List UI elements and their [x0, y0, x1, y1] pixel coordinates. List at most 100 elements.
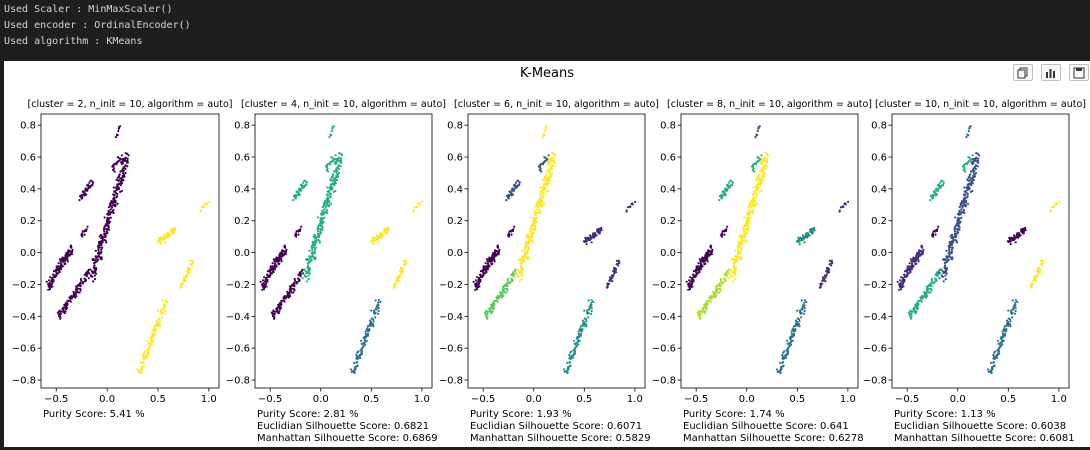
- data-point: [370, 317, 373, 320]
- data-point: [966, 178, 969, 181]
- data-point: [85, 188, 88, 191]
- data-point: [1036, 274, 1039, 277]
- data-point: [916, 257, 920, 261]
- data-point: [532, 230, 535, 233]
- data-point: [740, 246, 744, 249]
- data-point: [113, 170, 116, 173]
- data-point: [573, 350, 577, 353]
- data-point: [606, 286, 609, 289]
- data-point: [526, 251, 530, 254]
- data-point: [545, 182, 548, 186]
- data-point: [154, 324, 157, 327]
- data-point: [978, 154, 981, 157]
- data-point: [588, 308, 591, 311]
- data-point: [541, 204, 544, 207]
- data-point: [90, 270, 94, 273]
- y-tick-label: 0.4: [447, 184, 463, 195]
- data-point: [967, 156, 970, 159]
- chart-button[interactable]: [1041, 64, 1061, 81]
- data-point: [171, 228, 174, 231]
- data-point: [538, 163, 542, 166]
- data-point: [590, 236, 594, 239]
- data-point: [106, 216, 109, 219]
- data-point: [507, 193, 510, 196]
- data-point: [299, 188, 302, 191]
- data-point: [935, 279, 938, 282]
- data-point: [727, 187, 730, 190]
- data-point: [986, 368, 990, 371]
- data-point: [109, 211, 112, 214]
- data-point: [518, 280, 521, 283]
- data-point: [755, 183, 758, 186]
- data-point: [706, 299, 709, 302]
- data-point: [334, 182, 337, 185]
- data-point: [709, 297, 712, 300]
- data-point: [514, 271, 517, 274]
- data-point: [275, 310, 278, 313]
- data-point: [328, 136, 331, 139]
- y-tick-label: 0.0: [660, 248, 676, 259]
- data-point: [369, 320, 373, 324]
- data-point: [283, 252, 286, 255]
- y-tick-label: −0.6: [12, 344, 36, 355]
- data-point: [751, 163, 755, 166]
- data-point: [965, 204, 968, 207]
- data-point: [520, 268, 523, 271]
- data-point: [106, 218, 109, 221]
- data-point: [165, 300, 169, 304]
- data-point: [514, 187, 517, 190]
- data-point: [940, 274, 943, 277]
- data-point: [108, 205, 111, 208]
- data-point: [380, 232, 383, 235]
- data-point: [508, 233, 511, 236]
- data-point: [280, 302, 283, 305]
- data-point: [699, 268, 703, 271]
- data-point: [273, 313, 276, 316]
- x-tick-label: 0.0: [313, 394, 329, 405]
- data-point: [301, 187, 304, 190]
- data-point: [85, 228, 88, 231]
- data-point: [758, 177, 762, 180]
- data-point: [118, 182, 121, 186]
- score-label: Manhattan Silhouette Score: 0.6869: [257, 433, 438, 444]
- data-point: [485, 266, 489, 269]
- data-point: [944, 278, 947, 281]
- data-point: [153, 332, 156, 335]
- data-point: [370, 309, 373, 312]
- data-point: [118, 173, 121, 176]
- data-point: [116, 183, 119, 186]
- console-line: Used Scaler : MinMaxScaler(): [4, 4, 173, 15]
- data-point: [355, 361, 359, 364]
- data-point: [738, 235, 741, 238]
- data-point: [718, 291, 721, 294]
- save-button[interactable]: [1069, 64, 1089, 81]
- data-point: [120, 154, 123, 157]
- data-point: [89, 268, 92, 271]
- data-point: [88, 181, 91, 184]
- data-point: [736, 245, 739, 248]
- data-point: [274, 263, 277, 266]
- data-point: [551, 152, 554, 155]
- data-point: [956, 230, 959, 233]
- data-point: [147, 352, 150, 355]
- data-point: [69, 300, 72, 303]
- data-point: [293, 279, 297, 282]
- data-point: [317, 234, 320, 237]
- data-point: [272, 258, 275, 261]
- y-tick-label: 0.2: [447, 216, 463, 227]
- data-point: [508, 282, 511, 285]
- data-point: [930, 195, 933, 198]
- data-point: [967, 130, 970, 133]
- data-point: [76, 291, 80, 294]
- data-point: [908, 265, 911, 268]
- data-point: [329, 178, 332, 181]
- data-point: [330, 130, 333, 133]
- data-point: [328, 204, 331, 207]
- copy-button[interactable]: [1013, 64, 1033, 81]
- data-point: [318, 239, 321, 242]
- data-point: [946, 260, 949, 263]
- data-point: [798, 243, 801, 246]
- data-point: [744, 241, 748, 244]
- data-point: [517, 270, 520, 273]
- data-point: [720, 193, 724, 196]
